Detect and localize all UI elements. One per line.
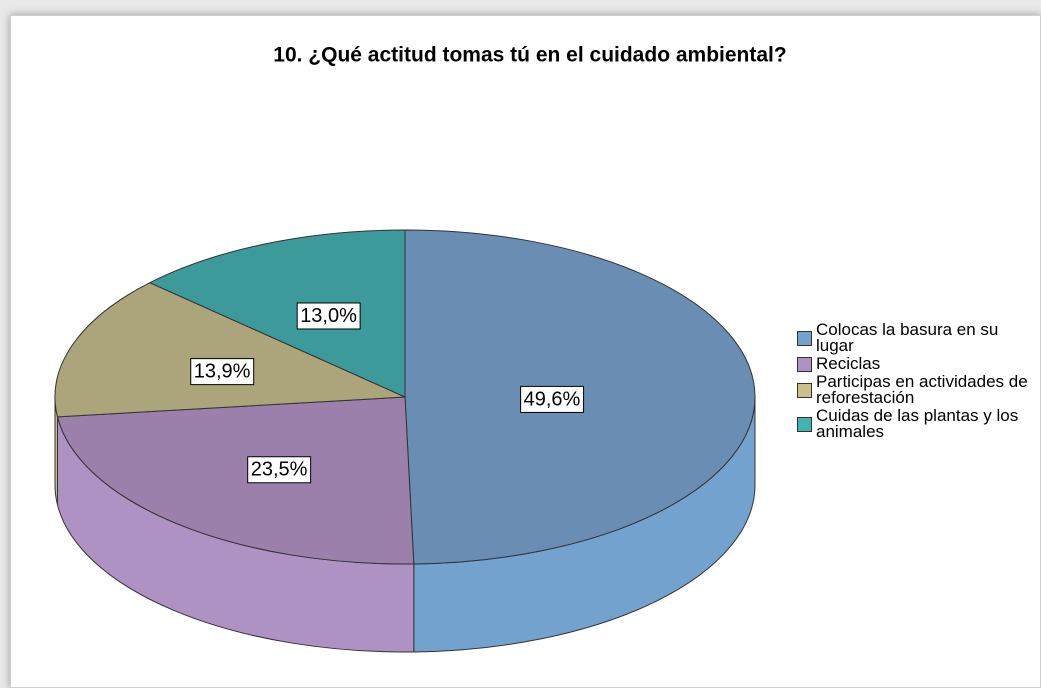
data-label-box: [296, 302, 361, 330]
chart-title: 10. ¿Qué actitud tomas tú en el cuidado …: [273, 44, 786, 67]
legend-label: Reciclas: [816, 354, 881, 373]
data-label: 13,0%: [296, 302, 361, 330]
legend-item: Reciclas: [797, 354, 1037, 373]
legend-label: Cuidas de las plantas y los animales: [816, 406, 1019, 441]
data-label: 49,6%: [520, 385, 585, 413]
legend-swatch: [797, 382, 812, 398]
legend: Colocas la basura en su lugar Reciclas Par…: [797, 320, 1037, 442]
data-label: 13,9%: [190, 358, 255, 386]
data-label-text: 13,0%: [300, 305, 357, 327]
data-label-box: [520, 385, 585, 413]
data-label-text: 23,5%: [251, 459, 308, 481]
legend-swatch: [797, 330, 812, 346]
pie-slice: [56, 396, 415, 565]
data-label-box: [247, 456, 312, 484]
legend-item: Colocas la basura en su lugar: [797, 320, 1037, 355]
legend-label: Colocas la basura en su lugar: [816, 320, 999, 355]
data-label-text: 13,9%: [194, 361, 251, 383]
data-label-text: 49,6%: [524, 388, 581, 410]
data-label-box: [190, 358, 255, 386]
pie-slice: [148, 229, 406, 398]
legend-swatch: [797, 416, 812, 432]
legend-label: Participas en actividades de reforestaci…: [816, 372, 1028, 407]
pie-slice: [54, 282, 406, 418]
data-label: 23,5%: [247, 456, 312, 484]
legend-swatch: [797, 356, 812, 372]
legend-item: Participas en actividades de reforestaci…: [797, 372, 1037, 407]
legend-item: Cuidas de las plantas y los animales: [797, 406, 1037, 441]
